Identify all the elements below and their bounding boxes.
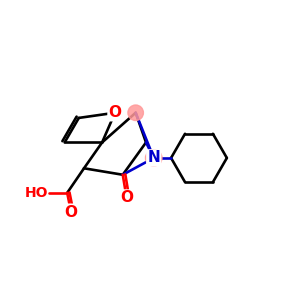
Text: O: O	[64, 205, 78, 220]
Text: HO: HO	[24, 186, 48, 200]
Circle shape	[128, 105, 143, 121]
Circle shape	[146, 150, 162, 166]
Text: N: N	[147, 151, 160, 166]
Text: O: O	[120, 190, 133, 206]
Text: O: O	[109, 105, 122, 120]
